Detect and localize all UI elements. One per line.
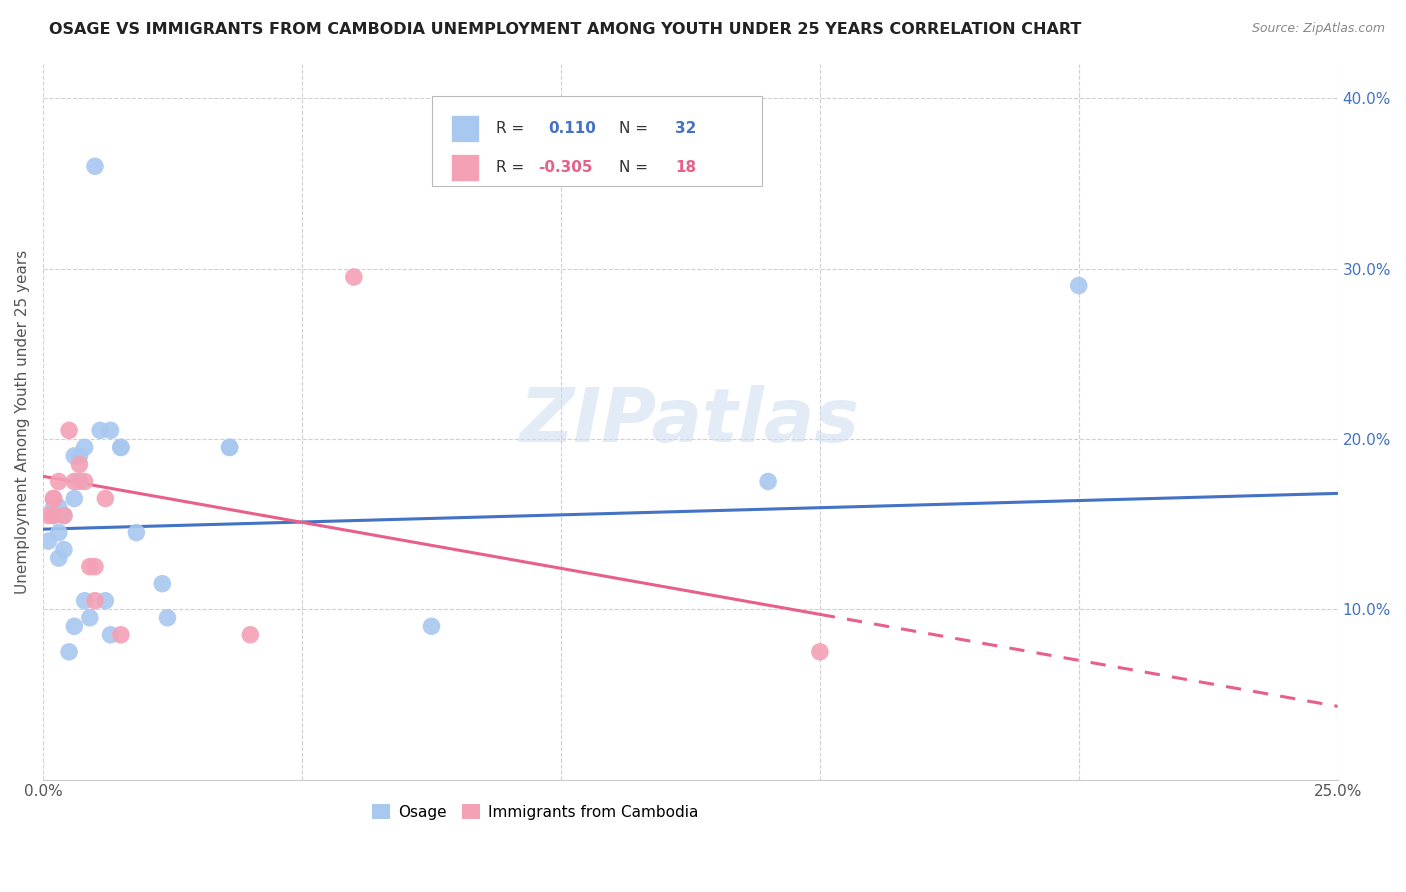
Point <box>58 645 80 659</box>
Point <box>218 441 240 455</box>
Point <box>73 441 96 455</box>
Text: 0.110: 0.110 <box>548 121 596 136</box>
Point <box>110 441 132 455</box>
Point <box>218 441 240 455</box>
Point <box>343 270 366 285</box>
Point <box>125 525 148 540</box>
Text: -0.305: -0.305 <box>537 160 592 175</box>
Point <box>58 423 80 437</box>
Point <box>73 593 96 607</box>
Text: 18: 18 <box>675 160 696 175</box>
Point <box>63 491 86 506</box>
Point <box>37 508 59 523</box>
Point <box>84 159 107 173</box>
Text: N =: N = <box>619 121 654 136</box>
Point <box>42 508 65 523</box>
Point <box>156 611 179 625</box>
Text: OSAGE VS IMMIGRANTS FROM CAMBODIA UNEMPLOYMENT AMONG YOUTH UNDER 25 YEARS CORREL: OSAGE VS IMMIGRANTS FROM CAMBODIA UNEMPL… <box>49 22 1081 37</box>
Point <box>808 645 831 659</box>
Point <box>94 491 117 506</box>
Text: N =: N = <box>619 160 654 175</box>
Text: R =: R = <box>496 121 530 136</box>
Point <box>79 559 101 574</box>
Point <box>48 475 70 489</box>
Point <box>239 628 262 642</box>
Point <box>63 475 86 489</box>
Point <box>94 593 117 607</box>
Point <box>52 508 75 523</box>
Point <box>42 491 65 506</box>
Point <box>756 475 779 489</box>
Point <box>110 628 132 642</box>
Point <box>48 500 70 514</box>
Point <box>67 475 90 489</box>
Point <box>150 576 173 591</box>
Point <box>52 542 75 557</box>
Point <box>63 619 86 633</box>
Point <box>67 449 90 463</box>
Point <box>63 449 86 463</box>
Point <box>110 441 132 455</box>
Point <box>420 619 443 633</box>
Point <box>67 458 90 472</box>
Text: R =: R = <box>496 160 530 175</box>
Point <box>48 525 70 540</box>
Text: ZIPatlas: ZIPatlas <box>520 385 860 458</box>
Point <box>42 508 65 523</box>
Point <box>42 491 65 506</box>
FancyBboxPatch shape <box>451 115 479 142</box>
Point <box>73 475 96 489</box>
Point <box>52 508 75 523</box>
Text: 32: 32 <box>675 121 696 136</box>
Point <box>84 593 107 607</box>
Point <box>100 423 122 437</box>
Point <box>89 423 111 437</box>
FancyBboxPatch shape <box>432 96 762 186</box>
Legend: Osage, Immigrants from Cambodia: Osage, Immigrants from Cambodia <box>366 797 704 826</box>
Point <box>42 500 65 514</box>
Point <box>48 551 70 566</box>
Point <box>84 559 107 574</box>
Point <box>1067 278 1090 293</box>
Text: Source: ZipAtlas.com: Source: ZipAtlas.com <box>1251 22 1385 36</box>
Y-axis label: Unemployment Among Youth under 25 years: Unemployment Among Youth under 25 years <box>15 250 30 594</box>
FancyBboxPatch shape <box>451 153 479 181</box>
Point <box>79 611 101 625</box>
Point <box>37 534 59 549</box>
Point <box>100 628 122 642</box>
